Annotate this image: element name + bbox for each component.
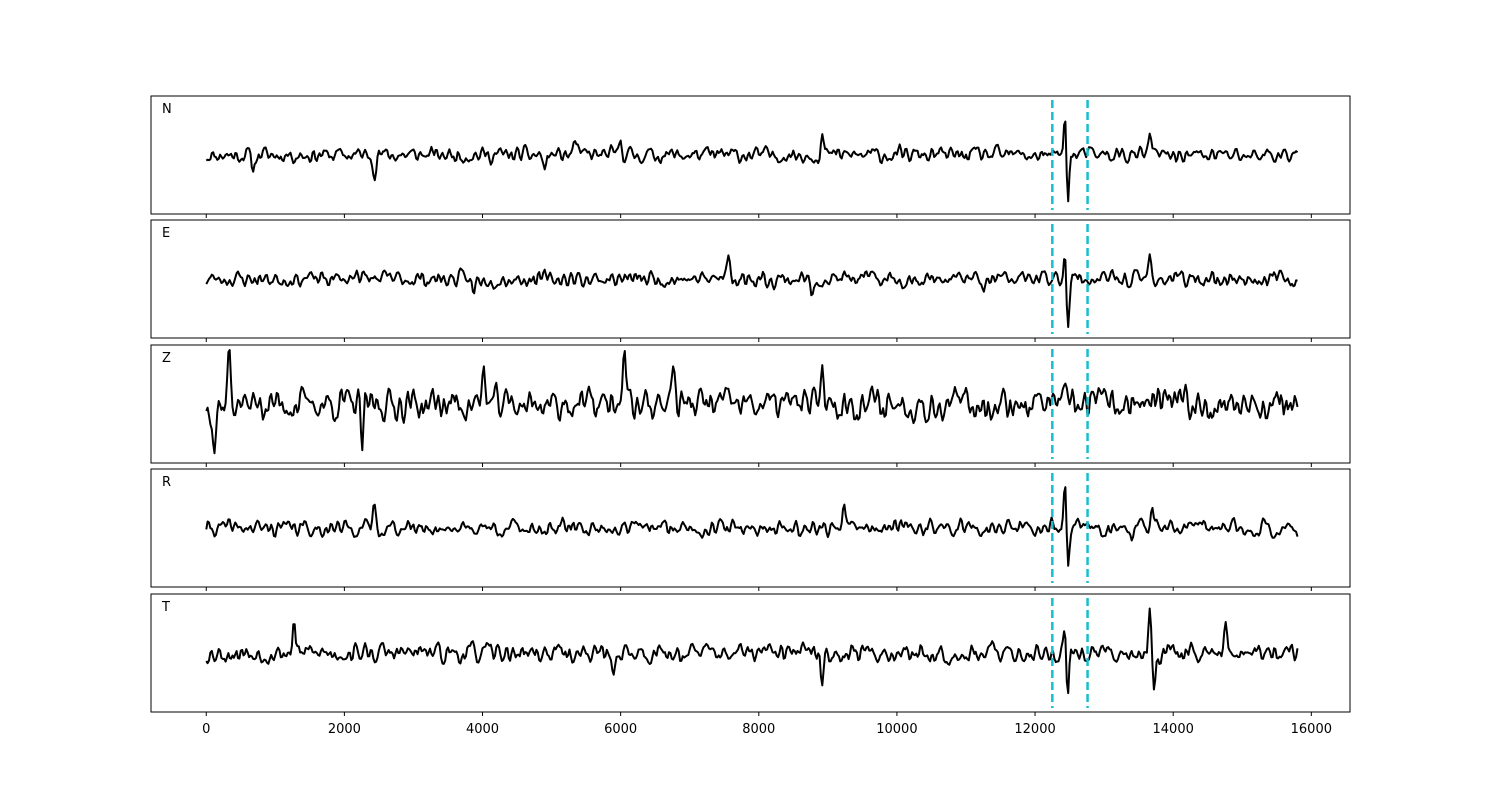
panel-frame-R [150, 468, 1351, 588]
waveform-trace-E [205, 253, 1298, 328]
x-tick-label: 12000 [1014, 722, 1055, 737]
x-tick-label: 8000 [742, 722, 775, 737]
waveform-trace-T [205, 607, 1299, 695]
panel-label-Z: Z [162, 351, 171, 366]
panel-label-R: R [162, 475, 171, 490]
panel-frame-E [150, 219, 1351, 339]
x-tick-label: 14000 [1153, 722, 1194, 737]
x-tick-label: 2000 [328, 722, 361, 737]
waveform-trace-R [205, 486, 1299, 567]
waveform-trace-Z [205, 349, 1299, 455]
x-tick-label: 6000 [604, 722, 637, 737]
x-tick-label: 4000 [466, 722, 499, 737]
panel-label-E: E [162, 226, 170, 241]
panel-label-N: N [162, 102, 172, 117]
panel-label-T: T [161, 600, 170, 615]
panel-frame-T [150, 593, 1351, 713]
waveform-trace-N [205, 120, 1299, 203]
x-tick-label: 0 [202, 722, 210, 737]
panel-frame-Z [150, 344, 1351, 464]
panel-frame-N [150, 95, 1351, 215]
x-tick-label: 16000 [1291, 722, 1332, 737]
x-tick-label: 10000 [876, 722, 917, 737]
